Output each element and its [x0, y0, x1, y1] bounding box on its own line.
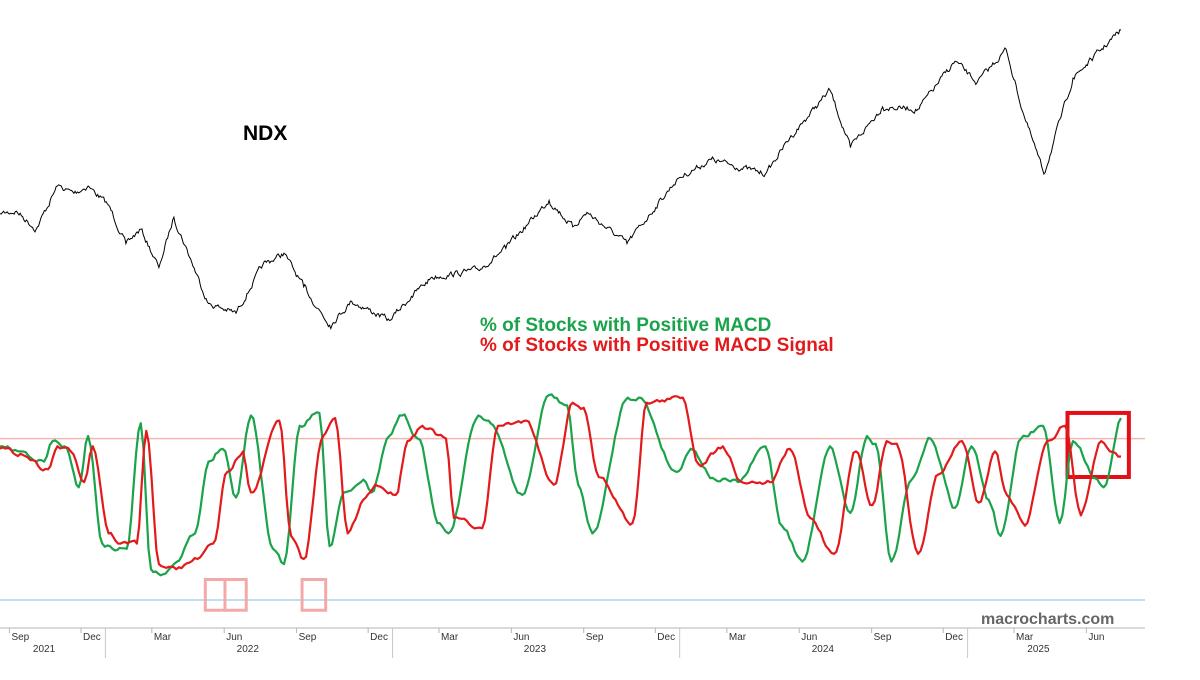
highlight-box-1: [203, 578, 227, 612]
x-tick-label: Sep: [586, 632, 604, 643]
watermark: macrocharts.com: [981, 611, 1115, 628]
legend-entry-macd: % of Stocks with Positive MACD: [480, 315, 772, 336]
year-label: 2024: [812, 644, 835, 655]
ndx-title: NDX: [243, 122, 288, 145]
year-label: 2021: [33, 644, 56, 655]
x-tick-label: Mar: [1016, 632, 1034, 643]
x-tick-label: Mar: [441, 632, 459, 643]
year-label: 2025: [1027, 644, 1050, 655]
x-tick-label: Mar: [729, 632, 747, 643]
x-tick-label: Dec: [370, 632, 388, 643]
x-tick-label: Sep: [11, 632, 29, 643]
x-tick-label: Jun: [513, 632, 529, 643]
x-tick-label: Jun: [801, 632, 817, 643]
x-tick-label: Jun: [226, 632, 242, 643]
macd-signal-series-line: [0, 395, 1122, 571]
x-tick-label: Dec: [83, 632, 101, 643]
x-tick-label: Jun: [1088, 632, 1104, 643]
x-tick-label: Sep: [874, 632, 892, 643]
legend: % of Stocks with Positive MACD % of Stoc…: [480, 316, 834, 356]
ndx-line: [0, 29, 1122, 330]
year-label: 2022: [237, 644, 260, 655]
legend-entry-signal: % of Stocks with Positive MACD Signal: [480, 335, 834, 356]
year-label: 2023: [524, 644, 547, 655]
highlight-box-2: [223, 578, 248, 612]
x-tick-label: Sep: [299, 632, 317, 643]
highlight-box-3: [300, 578, 328, 612]
highlight-box-4: [1065, 410, 1131, 479]
x-tick-label: Dec: [657, 632, 675, 643]
x-tick-label: Mar: [154, 632, 172, 643]
macd-series-line: [0, 393, 1122, 577]
x-tick-label: Dec: [945, 632, 963, 643]
